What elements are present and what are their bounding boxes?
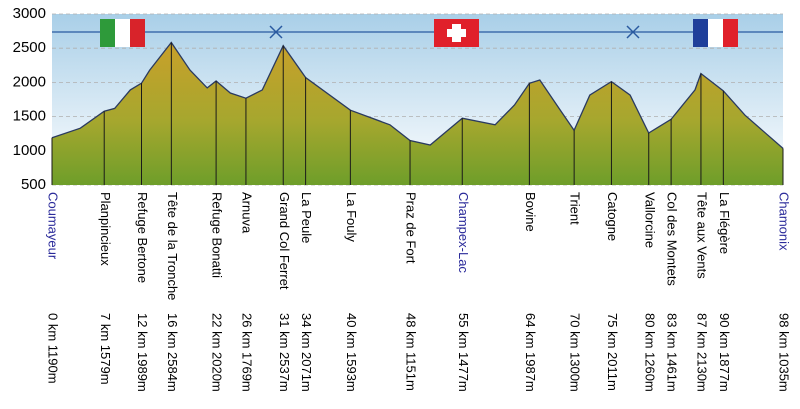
waypoint-name: Trient bbox=[568, 192, 583, 225]
waypoint-name: Vallorcine bbox=[642, 192, 657, 248]
waypoint-distance-elevation: 70 km 1300m bbox=[568, 313, 583, 392]
waypoint-name: Refuge Bertone bbox=[135, 192, 150, 283]
waypoint-distance-elevation: 80 km 1260m bbox=[642, 313, 657, 392]
waypoint-distance-elevation: 87 km 2130m bbox=[695, 313, 710, 392]
waypoint-distance-elevation: 12 km 1989m bbox=[135, 313, 150, 392]
flag-france bbox=[693, 19, 738, 47]
waypoint-distance-elevation: 40 km 1593m bbox=[344, 313, 359, 392]
waypoint-name: La Flégère bbox=[717, 192, 732, 254]
waypoint-name: Coumayeur bbox=[46, 192, 61, 260]
waypoint-distance-elevation: 48 km 1151m bbox=[404, 313, 419, 391]
waypoint-name: Tête de la Tronche bbox=[165, 192, 180, 300]
waypoint-distance-elevation: 34 km 2071m bbox=[299, 313, 314, 392]
y-tick-label: 1500 bbox=[13, 108, 46, 125]
waypoint-distance-elevation: 55 km 1477m bbox=[456, 313, 471, 392]
flag-italy bbox=[100, 19, 145, 47]
waypoint-name: Champex-Lac bbox=[456, 192, 471, 273]
waypoint-name: Bovine bbox=[523, 192, 538, 232]
waypoint-name: Refuge Bonatti bbox=[210, 192, 225, 278]
waypoint-name: Tête aux Vents bbox=[695, 192, 710, 279]
waypoint-name: Grand Col Ferret bbox=[277, 192, 292, 290]
waypoint-distance-elevation: 26 km 1769m bbox=[240, 313, 255, 392]
waypoint-distance-elevation: 16 km 2584m bbox=[165, 313, 180, 392]
y-tick-label: 1000 bbox=[13, 142, 46, 159]
y-tick-label: 2000 bbox=[13, 73, 46, 90]
waypoint-distance-elevation: 22 km 2020m bbox=[210, 313, 225, 392]
waypoint-name: Col des Montets bbox=[665, 192, 680, 286]
waypoint-distance-elevation: 0 km 1190m bbox=[46, 313, 61, 384]
waypoint-distance-elevation: 98 km 1035m bbox=[777, 313, 792, 392]
y-tick-label: 2500 bbox=[13, 39, 46, 56]
waypoint-distance-elevation: 90 km 1877m bbox=[717, 313, 732, 392]
waypoint-name: Praz de Fort bbox=[404, 192, 419, 264]
waypoint-name: Planpincieux bbox=[98, 192, 113, 266]
waypoint-distance-elevation: 7 km 1579m bbox=[98, 313, 113, 385]
waypoint-name: La Peule bbox=[299, 192, 314, 243]
y-tick-label: 3000 bbox=[13, 5, 46, 22]
waypoint-distance-elevation: 31 km 2537m bbox=[277, 313, 292, 392]
waypoint-name: Catogne bbox=[605, 192, 620, 241]
flag-switzerland bbox=[434, 19, 479, 47]
y-tick-label: 500 bbox=[21, 176, 46, 193]
waypoint-distance-elevation: 83 km 1461m bbox=[665, 313, 680, 392]
border-cross bbox=[269, 25, 640, 39]
waypoint-name: Arnuva bbox=[240, 192, 255, 234]
profile-area bbox=[52, 42, 783, 185]
waypoint-name: Chamonix bbox=[777, 192, 792, 251]
waypoint-distance-elevation: 64 km 1987m bbox=[523, 313, 538, 392]
waypoint-distance-elevation: 75 km 2011m bbox=[605, 313, 620, 391]
waypoint-name: La Fouly bbox=[344, 192, 359, 242]
